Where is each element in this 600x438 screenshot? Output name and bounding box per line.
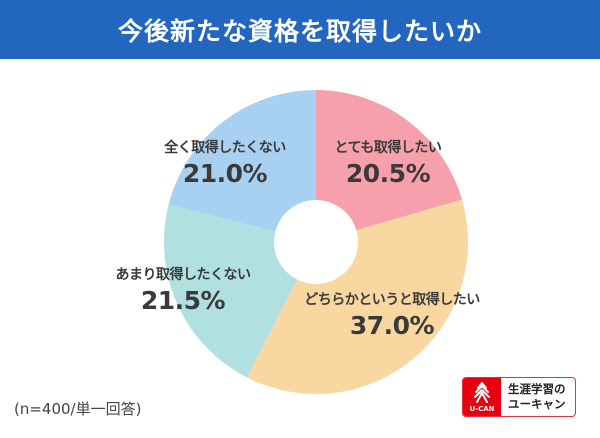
- slice-somewhat-want: [246, 199, 469, 395]
- ucan-logo: U-CAN 生涯学習の ユーキャン: [462, 377, 576, 417]
- label-somewhat-want: どちらかというと取得したい 37.0%: [304, 289, 480, 340]
- label-name: とても取得したい: [334, 140, 442, 156]
- ucan-wordmark: 生涯学習の ユーキャン: [501, 378, 575, 416]
- label-percent: 21.5%: [140, 286, 226, 315]
- label-percent: 20.5%: [345, 159, 431, 188]
- slice-very-want: [316, 90, 462, 242]
- label-name: どちらかというと取得したい: [304, 292, 480, 308]
- ucan-tree-icon: [474, 381, 490, 403]
- donut-hole: [274, 200, 358, 284]
- title-banner: 今後新たな資格を取得したいか: [0, 0, 600, 59]
- chart-title: 今後新たな資格を取得したいか: [117, 16, 482, 46]
- label-very-want: とても取得したい 20.5%: [335, 137, 442, 188]
- label-percent: 21.0%: [182, 159, 268, 188]
- ucan-mark: U-CAN: [463, 378, 501, 416]
- donut-slices: [164, 90, 469, 395]
- logo-line2: ユーキャン: [508, 397, 566, 411]
- logo-line1: 生涯学習の: [508, 382, 566, 396]
- label-name: あまり取得したくない: [115, 267, 252, 283]
- sample-size-note: (n=400/単一回答): [14, 400, 142, 418]
- label-name: 全く取得したくない: [164, 140, 286, 156]
- label-percent: 37.0%: [349, 311, 435, 340]
- ucan-brand: U-CAN: [469, 404, 495, 413]
- label-not-at-all: 全く取得したくない 21.0%: [164, 137, 286, 188]
- slice-not-at-all: [168, 90, 316, 242]
- label-not-really: あまり取得したくない 21.5%: [115, 264, 252, 315]
